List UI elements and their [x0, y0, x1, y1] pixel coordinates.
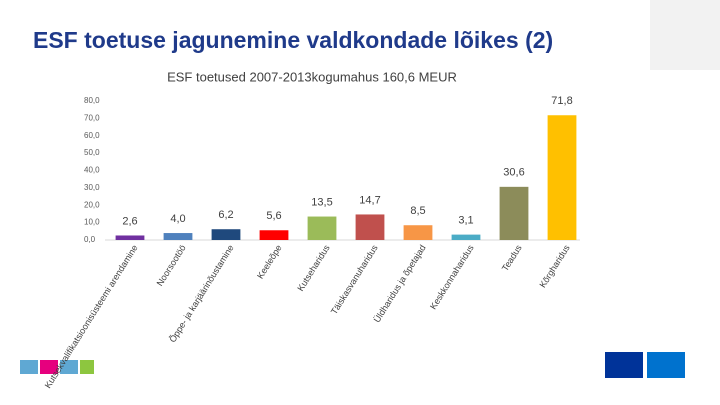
bar — [355, 214, 385, 240]
value-label: 6,2 — [218, 209, 233, 221]
chart-title: ESF toetused 2007-2013kogumahus 160,6 ME… — [167, 69, 457, 84]
x-tick-label: Täiskasvanuharidus — [329, 243, 380, 317]
value-label: 13,5 — [311, 196, 332, 208]
bar — [451, 234, 481, 240]
decoration — [650, 0, 720, 70]
x-tick-label: Kutseharidus — [295, 243, 332, 293]
value-label: 71,8 — [551, 95, 572, 107]
x-tick-label: Teadus — [500, 243, 524, 273]
value-label: 8,5 — [410, 205, 425, 217]
y-tick-label: 40,0 — [84, 166, 100, 175]
y-tick-label: 80,0 — [84, 96, 100, 105]
x-tick-label: Keeleõpe — [255, 243, 284, 281]
x-tick-label: Noorsootöö — [155, 243, 188, 288]
bar — [499, 186, 529, 240]
value-label: 30,6 — [503, 167, 524, 179]
esf-logo — [20, 360, 94, 374]
bar — [307, 216, 337, 240]
bar — [211, 229, 241, 240]
value-label: 2,6 — [122, 215, 137, 227]
y-tick-label: 30,0 — [84, 183, 100, 192]
y-tick-label: 10,0 — [84, 218, 100, 227]
value-label: 14,7 — [359, 194, 380, 206]
bar — [259, 230, 289, 240]
value-label: 4,0 — [170, 213, 185, 225]
value-label: 5,6 — [266, 210, 281, 222]
y-tick-label: 20,0 — [84, 200, 100, 209]
bar — [163, 233, 193, 240]
slide-title: ESF toetuse jagunemine valdkondade lõike… — [33, 27, 553, 53]
x-tick-label: Keskkonnaharidus — [428, 243, 476, 312]
y-tick-label: 0,0 — [84, 235, 96, 244]
eu-logo — [605, 352, 685, 378]
y-tick-label: 60,0 — [84, 131, 100, 140]
x-tick-label: Üldharidus ja õpetajad — [372, 243, 428, 324]
bar — [115, 235, 145, 240]
x-tick-label: Kõrgharidus — [538, 243, 572, 290]
bar — [403, 225, 433, 240]
value-label: 3,1 — [458, 215, 473, 227]
bar — [547, 115, 577, 240]
y-tick-label: 70,0 — [84, 113, 100, 122]
y-tick-label: 50,0 — [84, 148, 100, 157]
